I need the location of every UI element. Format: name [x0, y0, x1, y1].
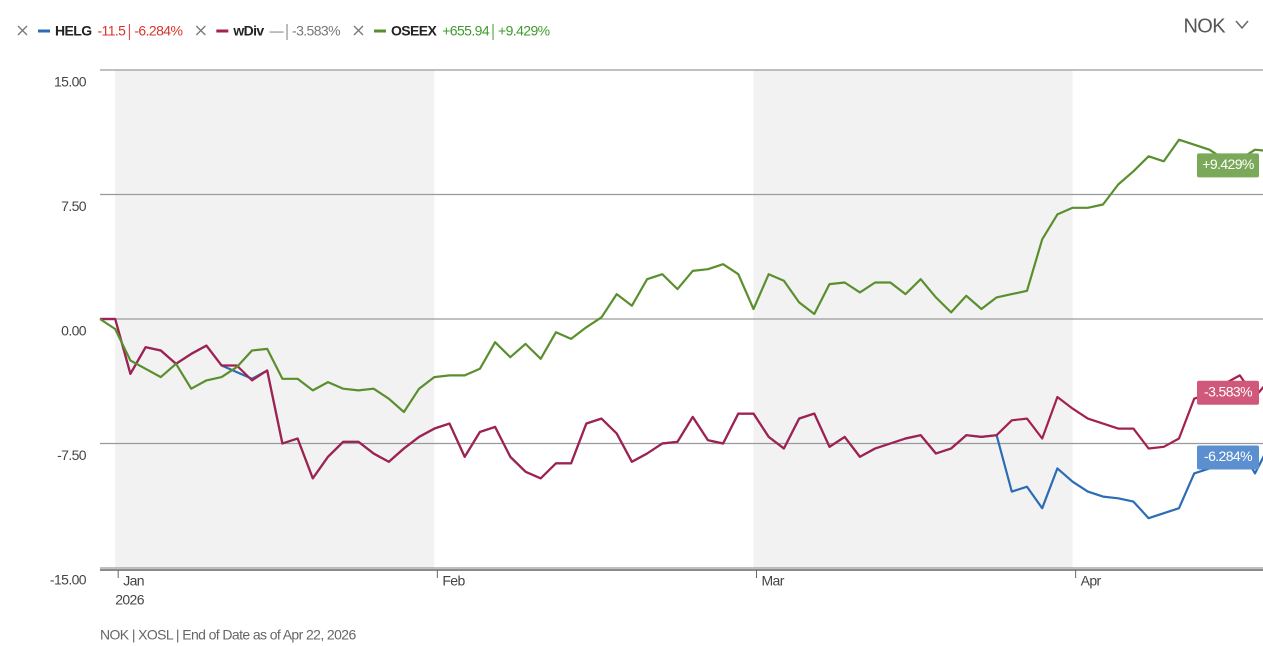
end-badge [1197, 445, 1259, 470]
x-tick-label: Mar [761, 573, 784, 589]
x-tick-label: Apr [1081, 573, 1102, 589]
end-badge [1197, 380, 1259, 405]
legend-name: HELG [55, 23, 92, 39]
legend-name: OSEEX [391, 23, 438, 39]
legend-change: -11.5 [98, 23, 127, 39]
chevron-icon[interactable] [1235, 20, 1249, 30]
legend-change: — [270, 23, 284, 39]
end-badge-label: -6.284% [1204, 448, 1252, 464]
currency-selector[interactable]: NOK [1183, 15, 1226, 37]
close-icon [17, 25, 28, 36]
y-tick-label: 0.00 [61, 323, 87, 339]
series-line [99, 138, 1263, 414]
y-tick-label: 7.50 [61, 198, 87, 214]
series-line [100, 317, 1263, 480]
end-badge-label: -3.583% [1204, 383, 1252, 399]
legend-item[interactable]: OSEEX +655.94 +9.429% [353, 23, 550, 40]
end-badge [1197, 153, 1259, 178]
close-icon [195, 25, 206, 36]
close-icon [353, 25, 364, 36]
year-label: 2026 [115, 592, 145, 608]
legend-name: wDiv [232, 23, 264, 39]
y-tick-label: 15.00 [54, 74, 87, 90]
x-tick-label: Jan [123, 573, 144, 589]
legend-change-pct: -3.583% [292, 23, 340, 39]
footer: NOK | XOSL | End of Date as of Apr 22, 2… [100, 627, 356, 643]
legend-item[interactable]: wDiv — -3.583% [195, 23, 341, 40]
legend-item[interactable]: HELG -11.5 -6.284% [17, 23, 183, 40]
y-tick-label: -7.50 [57, 447, 87, 463]
y-tick-label: -15.00 [50, 572, 87, 588]
legend-change: +655.94 [442, 23, 490, 39]
end-badge-label: +9.429% [1202, 156, 1254, 172]
legend-change-pct: +9.429% [498, 23, 550, 39]
x-tick-label: Feb [442, 573, 465, 589]
legend-change-pct: -6.284% [134, 23, 182, 39]
